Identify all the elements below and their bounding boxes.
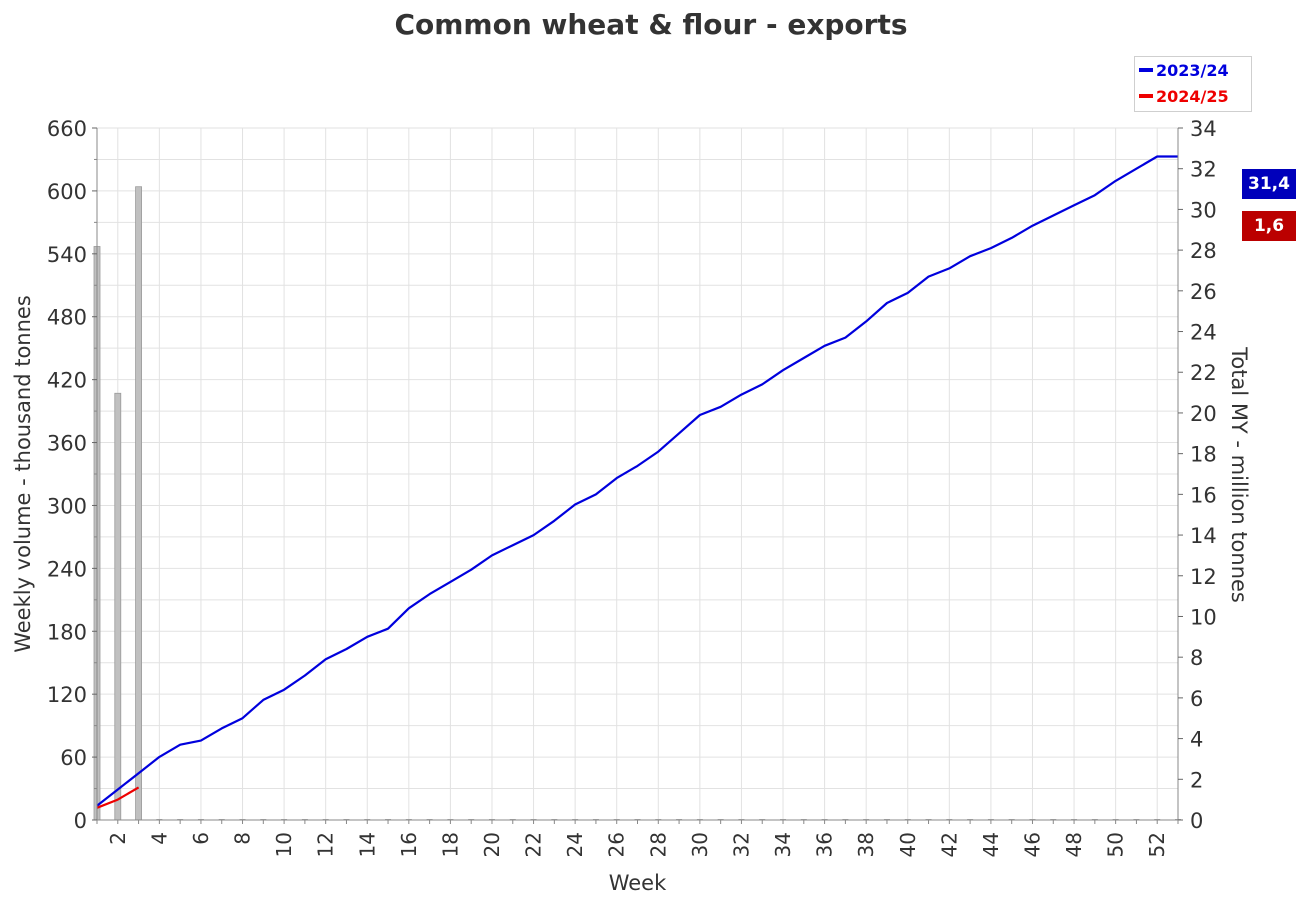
x-tick-label: 24: [563, 832, 587, 857]
x-axis-title: Week: [609, 871, 667, 895]
bar-week-1: [93, 246, 101, 821]
x-tick-label: 2: [106, 832, 130, 845]
x-tick-label: 16: [397, 832, 421, 857]
bar-week-2: [114, 392, 122, 821]
y-right-tick-label: 2: [1190, 768, 1203, 792]
x-tick-label: 12: [314, 832, 338, 857]
y-right-tick-label: 10: [1190, 605, 1217, 629]
y-left-tick-label: 60: [60, 746, 87, 770]
y-left-tick-label: 360: [47, 432, 87, 456]
y-right-tick-label: 30: [1190, 198, 1217, 222]
y-left-tick-label: 0: [74, 809, 87, 833]
y-left-axis-title: Weekly volume - thousand tonnes: [11, 295, 35, 653]
legend-label-2024-25: 2024/25: [1156, 87, 1229, 106]
x-tick-label: 50: [1104, 832, 1128, 857]
legend-item-2024-25: 2024/25: [1139, 87, 1229, 107]
x-tick-label: 46: [1020, 832, 1044, 857]
legend-swatch-2023-24: [1139, 67, 1153, 72]
end-value-badge-2023-24: 31,4: [1242, 169, 1296, 199]
x-tick-label: 4: [147, 832, 171, 845]
y-left-tick-label: 540: [47, 243, 87, 267]
legend-item-2023-24: 2023/24: [1139, 61, 1229, 81]
x-tick-label: 8: [231, 832, 255, 845]
y-left-tick-label: 240: [47, 557, 87, 581]
y-right-tick-label: 4: [1190, 728, 1203, 752]
legend-swatch-2024-25: [1139, 93, 1153, 98]
x-tick-label: 40: [896, 832, 920, 857]
y-right-tick-label: 28: [1190, 239, 1217, 263]
y-right-tick-label: 24: [1190, 321, 1217, 345]
y-right-tick-label: 32: [1190, 158, 1217, 182]
y-right-tick-label: 0: [1190, 809, 1203, 833]
y-right-tick-label: 16: [1190, 483, 1217, 507]
x-tick-label: 52: [1145, 832, 1169, 857]
x-tick-label: 22: [522, 832, 546, 857]
y-right-tick-label: 22: [1190, 361, 1217, 385]
x-tick-label: 48: [1062, 832, 1086, 857]
bar-week-3: [135, 186, 142, 821]
x-tick-label: 6: [189, 832, 213, 845]
x-tick-label: 18: [438, 832, 462, 857]
y-left-tick-label: 120: [47, 683, 87, 707]
x-tick-label: 20: [480, 832, 504, 857]
x-tick-label: 44: [979, 832, 1003, 857]
x-tick-label: 34: [771, 832, 795, 857]
y-left-tick-label: 180: [47, 620, 87, 644]
y-right-axis-title: Total MY - million tonnes: [1227, 346, 1251, 603]
series-line-2024-25: [96, 786, 140, 809]
x-tick-label: 42: [937, 832, 961, 857]
y-right-tick-label: 12: [1190, 565, 1217, 589]
x-tick-label: 28: [646, 832, 670, 857]
y-left-tick-label: 300: [47, 494, 87, 518]
y-right-tick-label: 18: [1190, 443, 1217, 467]
x-tick-label: 30: [688, 832, 712, 857]
y-right-tick-label: 26: [1190, 280, 1217, 304]
x-tick-label: 26: [605, 832, 629, 857]
y-right-tick-label: 20: [1190, 402, 1217, 426]
y-left-tick-label: 480: [47, 306, 87, 330]
series-line-2023-24: [96, 155, 1178, 807]
y-left-tick-label: 660: [47, 117, 87, 141]
x-tick-label: 36: [813, 832, 837, 857]
end-value-badge-2024-25: 1,6: [1242, 211, 1296, 241]
y-right-tick-label: 34: [1190, 117, 1217, 141]
y-right-tick-label: 14: [1190, 524, 1217, 548]
y-left-tick-label: 420: [47, 369, 87, 393]
x-tick-label: 32: [729, 832, 753, 857]
x-tick-label: 38: [854, 832, 878, 857]
y-left-tick-label: 600: [47, 180, 87, 204]
chart-title: Common wheat & flour - exports: [394, 8, 908, 41]
legend: 2023/24 2024/25: [1134, 56, 1252, 112]
y-right-tick-label: 8: [1190, 646, 1203, 670]
legend-label-2023-24: 2023/24: [1156, 61, 1229, 80]
x-tick-label: 10: [272, 832, 296, 857]
y-right-tick-label: 6: [1190, 687, 1203, 711]
x-tick-label: 14: [355, 832, 379, 857]
